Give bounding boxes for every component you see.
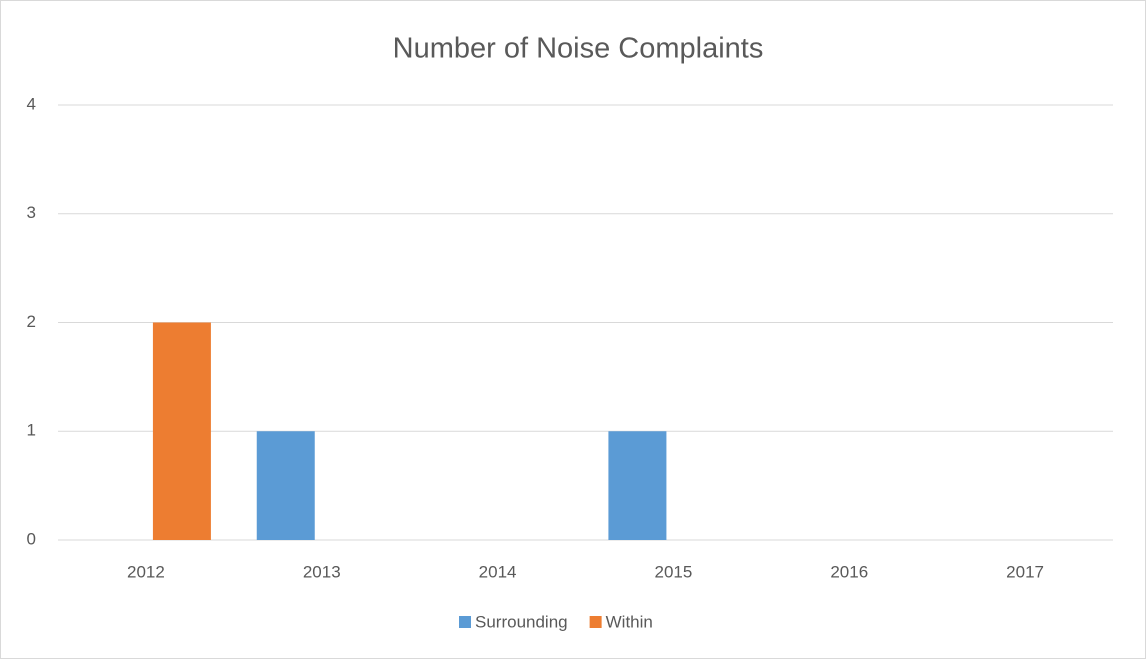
x-tick-label: 2015 (655, 562, 693, 581)
y-tick-label: 1 (27, 421, 36, 440)
y-tick-label: 0 (27, 529, 36, 548)
legend-label: Within (606, 612, 653, 631)
y-tick-label: 3 (27, 203, 36, 222)
x-tick-label: 2013 (303, 562, 341, 581)
x-tick-label: 2017 (1006, 562, 1044, 581)
y-tick-label: 2 (27, 312, 36, 331)
x-tick-label: 2016 (830, 562, 868, 581)
y-tick-label: 4 (27, 94, 36, 113)
chart-title: Number of Noise Complaints (393, 33, 764, 65)
x-tick-label: 2012 (127, 562, 165, 581)
x-tick-label: 2014 (479, 562, 517, 581)
bar (256, 431, 315, 540)
legend-label: Surrounding (475, 612, 568, 631)
bar (152, 322, 211, 540)
legend-swatch (459, 616, 471, 628)
legend-swatch (589, 616, 602, 628)
bar (608, 431, 667, 540)
